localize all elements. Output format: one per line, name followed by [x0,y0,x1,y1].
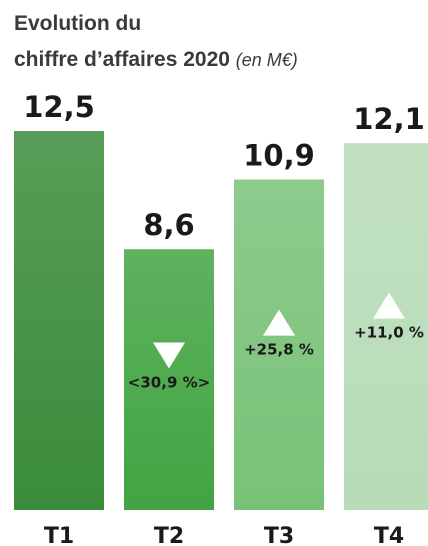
arrow-up [263,309,295,336]
chart-title-line: chiffre d’affaires 2020 (en M€) [14,48,298,71]
arrow-up [373,292,405,319]
bar [14,131,104,510]
chart-title-line2: chiffre d’affaires 2020 [14,48,230,71]
value-label: 8,6 [143,208,194,242]
x-tick-label: T2 [154,524,184,546]
x-tick-label: T1 [44,524,74,546]
value-label: 12,1 [353,102,425,136]
unit-note: (en M€) [236,50,298,70]
arrow-down [153,342,185,369]
bar [124,249,214,511]
bar [234,179,324,510]
value-label: 12,5 [23,90,95,124]
change-label: <30,9 %> [128,373,210,391]
bar [344,143,428,511]
x-tick-label: T3 [264,524,294,546]
chart-title: Evolution du [14,12,141,35]
x-tick-label: T4 [374,524,404,546]
change-label: +25,8 % [244,341,314,359]
value-label: 10,9 [243,139,315,173]
change-label: +11,0 % [354,324,424,342]
